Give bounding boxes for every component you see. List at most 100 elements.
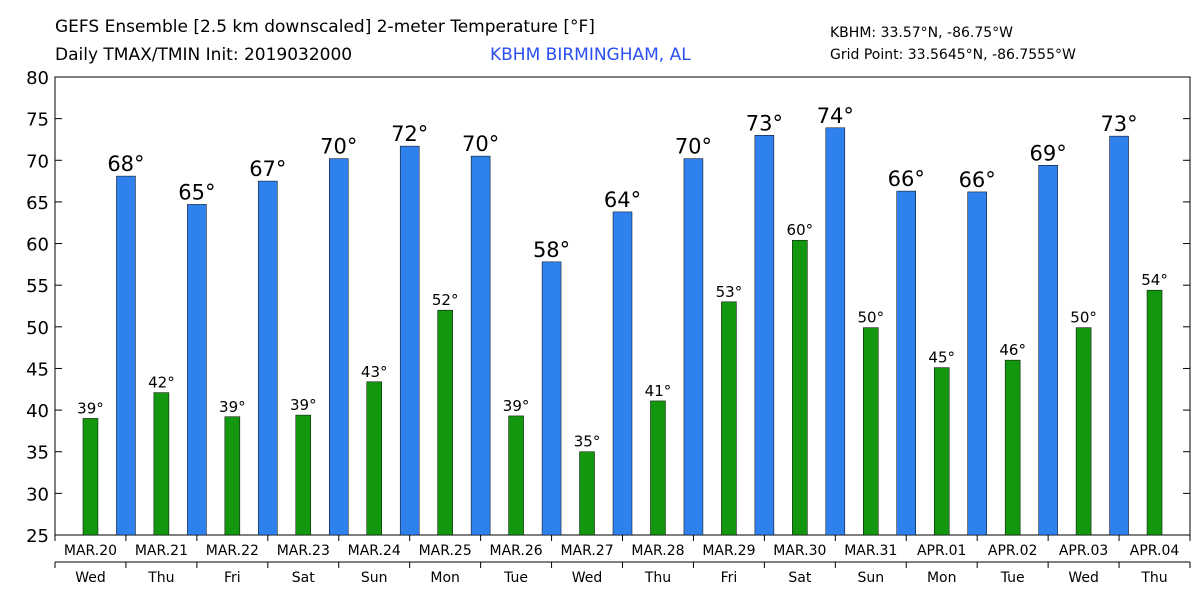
y-tick-label: 70	[26, 151, 49, 172]
bar	[329, 158, 349, 536]
data-label: 66°	[959, 168, 996, 192]
bar	[508, 415, 524, 536]
y-tick-label: 50	[26, 318, 49, 339]
data-label: 39°	[290, 396, 317, 414]
data-label: 66°	[888, 167, 925, 191]
weekday-label: Fri	[224, 570, 241, 586]
weekday-label: Thu	[644, 570, 671, 586]
x-tick-label: MAR.22	[206, 543, 259, 559]
bar	[470, 155, 491, 536]
y-tick-label: 35	[26, 443, 49, 464]
data-label: 68°	[107, 152, 144, 176]
bar	[258, 180, 278, 536]
bar	[1109, 135, 1129, 536]
weekday-label: Tue	[1000, 570, 1025, 586]
weekday-label: Sun	[857, 570, 884, 586]
bar	[116, 175, 136, 536]
y-tick-label: 30	[26, 484, 49, 505]
bar	[721, 301, 737, 536]
bar	[754, 135, 775, 536]
x-tick-label: MAR.20	[64, 543, 117, 559]
weekday-label: Sun	[361, 570, 388, 586]
data-label: 54°	[1141, 271, 1168, 289]
chart-title: GEFS Ensemble [2.5 km downscaled] 2-mete…	[55, 17, 595, 37]
data-label: 58°	[533, 238, 570, 262]
x-tick-label: MAR.30	[773, 543, 826, 559]
bar	[967, 191, 987, 536]
bar	[1146, 289, 1163, 536]
data-label: 45°	[928, 349, 955, 367]
bar	[541, 261, 562, 536]
bar	[366, 381, 382, 536]
data-label: 73°	[746, 111, 783, 135]
data-label: 41°	[645, 382, 672, 400]
data-label: 50°	[857, 309, 884, 327]
chart-subtitle: Daily TMAX/TMIN Init: 2019032000	[55, 45, 352, 65]
bar	[82, 418, 99, 536]
x-tick-label: MAR.25	[419, 543, 472, 559]
x-tick-label: MAR.23	[277, 543, 330, 559]
x-tick-label: MAR.28	[631, 543, 684, 559]
data-label: 35°	[574, 433, 601, 451]
station-name: KBHM BIRMINGHAM, AL	[490, 45, 691, 65]
data-label: 60°	[787, 221, 814, 239]
x-tick-label: APR.01	[917, 543, 967, 559]
bar	[933, 367, 950, 536]
data-label: 39°	[503, 397, 530, 415]
bar	[187, 204, 207, 536]
data-label: 74°	[817, 104, 854, 128]
data-label: 70°	[675, 135, 712, 159]
data-label: 50°	[1070, 309, 1097, 327]
bar	[399, 145, 420, 536]
data-label: 42°	[148, 374, 175, 392]
grid-point: Grid Point: 33.5645°N, -86.7555°W	[830, 47, 1076, 63]
weekday-label: Thu	[1140, 570, 1167, 586]
x-tick-label: APR.03	[1059, 543, 1109, 559]
x-tick-label: APR.02	[988, 543, 1038, 559]
data-label: 39°	[219, 398, 246, 416]
weekday-label: Wed	[1068, 570, 1099, 586]
weekday-label: Sat	[788, 570, 811, 586]
y-tick-label: 75	[26, 110, 49, 131]
y-tick-label: 25	[26, 526, 49, 547]
x-tick-label: MAR.27	[560, 543, 613, 559]
x-tick-label: MAR.21	[135, 543, 188, 559]
bar	[683, 158, 704, 536]
bar	[153, 392, 170, 536]
bar	[792, 239, 808, 536]
bar	[1075, 327, 1092, 536]
station-coords: KBHM: 33.57°N, -86.75°W	[830, 25, 1013, 41]
y-tick-label: 55	[26, 276, 49, 297]
x-tick-label: APR.04	[1130, 543, 1180, 559]
y-tick-label: 45	[26, 359, 49, 380]
bar	[1004, 359, 1021, 536]
bar	[612, 211, 633, 536]
data-label: 39°	[77, 399, 104, 417]
weekday-label: Fri	[721, 570, 738, 586]
bar	[863, 327, 879, 536]
bar	[437, 309, 453, 536]
y-tick-label: 65	[26, 193, 49, 214]
data-label: 70°	[462, 132, 499, 156]
bar	[825, 127, 846, 536]
weekday-label: Mon	[430, 570, 460, 586]
x-tick-label: MAR.26	[490, 543, 543, 559]
bar	[224, 416, 241, 536]
y-tick-label: 60	[26, 235, 49, 256]
data-label: 73°	[1100, 112, 1137, 136]
data-label: 69°	[1030, 141, 1067, 165]
x-tick-label: MAR.24	[348, 543, 401, 559]
y-tick-label: 80	[26, 68, 49, 89]
x-tick-label: MAR.31	[844, 543, 897, 559]
data-label: 65°	[178, 180, 215, 204]
weekday-label: Tue	[503, 570, 528, 586]
data-label: 67°	[249, 157, 286, 181]
weekday-label: Sat	[292, 570, 315, 586]
data-label: 46°	[999, 341, 1026, 359]
data-label: 70°	[320, 135, 357, 159]
weekday-label: Wed	[572, 570, 603, 586]
data-label: 52°	[432, 291, 459, 309]
bar	[295, 414, 312, 536]
data-label: 43°	[361, 363, 388, 381]
